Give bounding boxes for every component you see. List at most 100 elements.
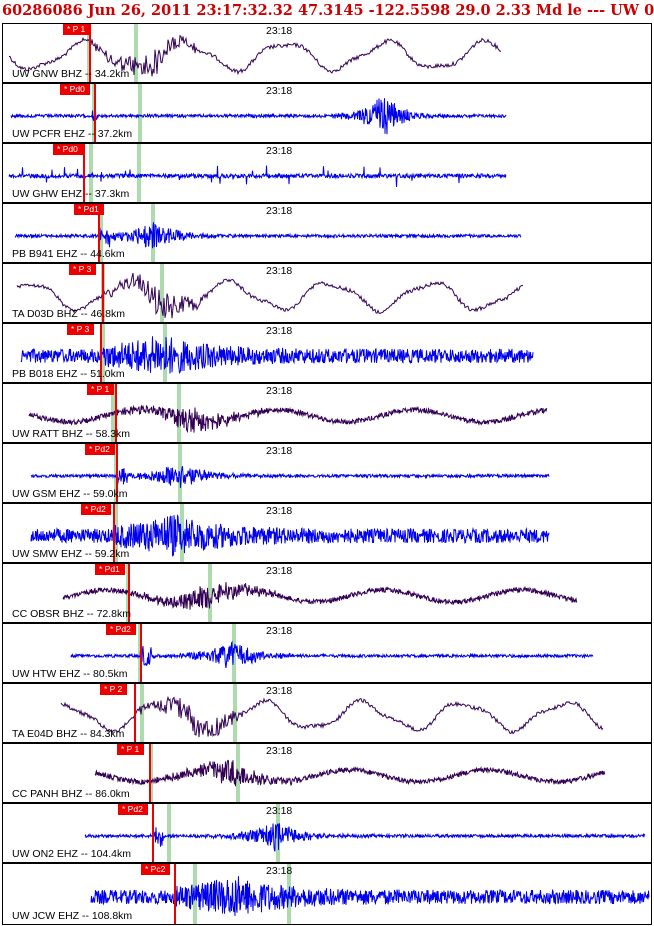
- p-arrival-marker: [193, 864, 197, 924]
- waveform-trace: [90, 876, 650, 917]
- pick-line: [89, 24, 91, 82]
- station-channel-label: TA E04D BHZ -- 84.3km: [12, 728, 125, 740]
- s-arrival-marker: [134, 24, 138, 82]
- phase-pick-flag[interactable]: * Pc2: [141, 864, 171, 875]
- trace-panel[interactable]: * P 3 23:18 TA D03D BHZ -- 46.8km: [2, 263, 652, 323]
- trace-panel[interactable]: * P 1 23:18 UW GNW BHZ -- 34.2km: [2, 23, 652, 83]
- pick-line: [140, 624, 142, 682]
- trace-panel[interactable]: * Pd2 23:18 UW ON2 EHZ -- 104.4km: [2, 803, 652, 863]
- trace-panel[interactable]: * Pd0 23:18 UW GHW EHZ -- 37.3km: [2, 143, 652, 203]
- waveform-trace: [60, 695, 604, 738]
- station-channel-label: UW JCW EHZ -- 108.8km: [12, 910, 133, 922]
- pick-line: [134, 684, 136, 742]
- phase-pick-flag[interactable]: * P 2: [100, 684, 128, 695]
- station-channel-label: UW SMW EHZ -- 59.2km: [12, 548, 130, 560]
- time-tick-label: 23:18: [266, 865, 293, 877]
- pick-line: [152, 804, 154, 862]
- waveform: [16, 272, 524, 319]
- pick-line: [102, 264, 104, 322]
- waveform: [8, 165, 507, 188]
- phase-pick-flag[interactable]: * Pd2: [81, 504, 111, 515]
- waveform-trace: [30, 465, 550, 488]
- trace-panel[interactable]: * Pd2 23:18 UW GSM EHZ -- 59.0km: [2, 443, 652, 503]
- trace-panel[interactable]: * Pd1 23:18 PB B941 EHZ -- 44.6km: [2, 203, 652, 263]
- phase-pick-flag[interactable]: * Pd1: [74, 204, 104, 215]
- waveform-trace: [70, 640, 594, 668]
- p-arrival-marker: [89, 144, 93, 202]
- waveform-trace: [30, 514, 550, 558]
- phase-pick-flag[interactable]: * P 1: [117, 744, 145, 755]
- waveform-trace: [8, 34, 501, 77]
- pick-line: [174, 864, 176, 924]
- pick-line: [128, 564, 130, 622]
- station-channel-label: PB B018 EHZ -- 51.0km: [12, 368, 125, 380]
- station-channel-label: CC OBSR BHZ -- 72.8km: [12, 608, 132, 620]
- waveform-trace: [20, 336, 534, 374]
- station-channel-label: UW RATT BHZ -- 58.3km: [12, 428, 131, 440]
- waveform: [84, 823, 646, 852]
- phase-pick-flag[interactable]: * Pd2: [106, 624, 136, 635]
- waveform-trace: [14, 222, 522, 249]
- trace-panel[interactable]: * P 2 23:18 TA E04D BHZ -- 84.3km: [2, 683, 652, 743]
- trace-panel[interactable]: * Pd2 23:18 UW SMW EHZ -- 59.2km: [2, 503, 652, 563]
- time-tick-label: 23:18: [266, 265, 293, 277]
- pick-line: [98, 204, 100, 262]
- s-arrival-marker: [163, 324, 167, 382]
- waveform: [8, 34, 501, 77]
- waveform-trace: [8, 165, 507, 188]
- time-tick-label: 23:18: [266, 145, 293, 157]
- waveform: [70, 640, 594, 668]
- phase-pick-flag[interactable]: * Pd1: [95, 564, 125, 575]
- pick-line: [100, 324, 102, 382]
- time-tick-label: 23:18: [266, 325, 293, 337]
- trace-panel[interactable]: * Pd2 23:18 UW HTW EHZ -- 80.5km: [2, 623, 652, 683]
- trace-panel[interactable]: * P 1 23:18 CC PANH BHZ -- 86.0km: [2, 743, 652, 803]
- phase-pick-flag[interactable]: * Pd0: [60, 84, 90, 95]
- waveform: [20, 336, 534, 374]
- waveform-trace: [16, 272, 524, 319]
- s-arrival-marker: [208, 564, 212, 622]
- time-tick-label: 23:18: [266, 85, 293, 97]
- s-arrival-marker: [160, 264, 164, 322]
- time-tick-label: 23:18: [266, 505, 293, 517]
- station-channel-label: UW GSM EHZ -- 59.0km: [12, 488, 128, 500]
- waveform-trace: [84, 823, 646, 852]
- time-tick-label: 23:18: [266, 685, 293, 697]
- trace-panel[interactable]: * P 3 23:18 PB B018 EHZ -- 51.0km: [2, 323, 652, 383]
- waveform-trace: [10, 98, 507, 135]
- station-channel-label: UW GHW EHZ -- 37.3km: [12, 188, 130, 200]
- waveform-trace: [94, 759, 606, 787]
- time-tick-label: 23:18: [266, 385, 293, 397]
- s-arrival-marker: [137, 144, 141, 202]
- time-tick-label: 23:18: [266, 625, 293, 637]
- time-tick-label: 23:18: [266, 25, 293, 37]
- p-arrival-marker: [140, 684, 144, 742]
- pick-line: [113, 504, 115, 562]
- trace-panel[interactable]: * Pd0 23:18 UW PCFR EHZ -- 37.2km: [2, 83, 652, 143]
- waveform: [94, 759, 606, 787]
- trace-panel[interactable]: * Pc2 23:18 UW JCW EHZ -- 108.8km: [2, 863, 652, 925]
- pick-line: [115, 384, 117, 442]
- station-channel-label: TA D03D BHZ -- 46.8km: [12, 308, 125, 320]
- station-channel-label: UW HTW EHZ -- 80.5km: [12, 668, 128, 680]
- waveform: [90, 876, 650, 917]
- trace-panel[interactable]: * P 1 23:18 UW RATT BHZ -- 58.3km: [2, 383, 652, 443]
- station-channel-label: UW PCFR EHZ -- 37.2km: [12, 128, 133, 140]
- phase-pick-flag[interactable]: * P 3: [69, 264, 97, 275]
- pick-line: [83, 144, 85, 202]
- phase-pick-flag[interactable]: * Pd2: [118, 804, 148, 815]
- waveform: [30, 514, 550, 558]
- phase-pick-flag[interactable]: * P 1: [63, 24, 91, 35]
- station-channel-label: UW GNW BHZ -- 34.2km: [12, 68, 130, 80]
- s-arrival-marker: [180, 504, 184, 562]
- pick-line: [149, 744, 151, 802]
- waveform-trace: [62, 582, 578, 610]
- phase-pick-flag[interactable]: * P 1: [87, 384, 115, 395]
- phase-pick-flag[interactable]: * Pd2: [85, 444, 115, 455]
- station-channel-label: CC PANH BHZ -- 86.0km: [12, 788, 130, 800]
- trace-panel[interactable]: * Pd1 23:18 CC OBSR BHZ -- 72.8km: [2, 563, 652, 623]
- time-tick-label: 23:18: [266, 565, 293, 577]
- phase-pick-flag[interactable]: * P 3: [67, 324, 95, 335]
- p-arrival-marker: [149, 744, 153, 802]
- phase-pick-flag[interactable]: * Pd0: [53, 144, 83, 155]
